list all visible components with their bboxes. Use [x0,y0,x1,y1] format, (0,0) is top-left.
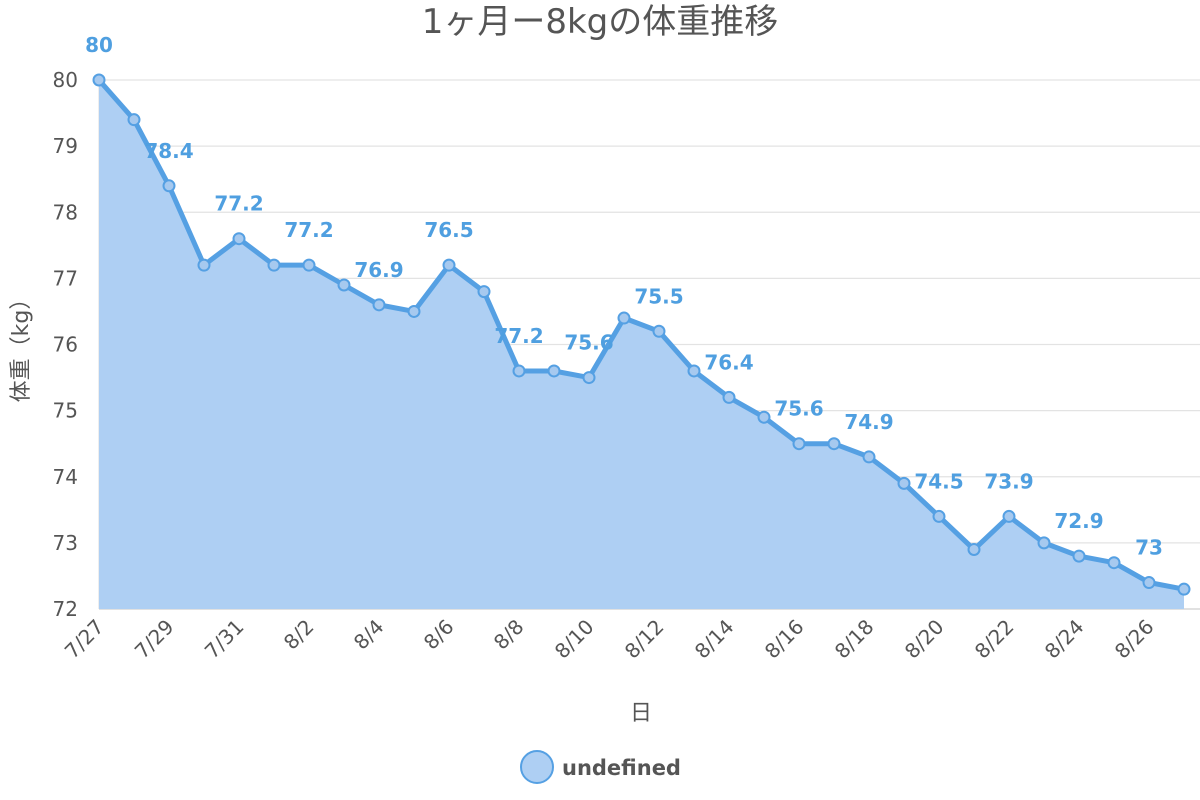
data-point[interactable] [652,324,666,338]
data-label: 76.5 [424,218,473,242]
data-point[interactable] [1107,556,1121,570]
data-point[interactable] [1002,509,1016,523]
y-tick-label: 78 [53,200,78,224]
data-label: 73.9 [984,469,1033,493]
series-points [92,73,1191,596]
data-point[interactable] [1177,582,1191,596]
data-label: 73 [1135,536,1163,560]
data-point[interactable] [162,179,176,193]
series-area [99,80,1184,609]
data-point[interactable] [827,437,841,451]
legend-marker [520,750,554,784]
y-tick-label: 77 [53,266,78,290]
data-label: 77.2 [494,324,543,348]
data-point[interactable] [302,258,316,272]
data-label: 74.5 [914,469,963,493]
data-point[interactable] [862,450,876,464]
x-tick-label: 8/6 [419,615,459,655]
legend-label: undefined [562,756,681,780]
x-tick-label: 7/29 [130,615,179,664]
x-tick-label: 8/22 [970,615,1019,664]
data-point[interactable] [512,364,526,378]
data-label: 78.4 [144,139,193,163]
data-point[interactable] [197,258,211,272]
y-tick-label: 74 [53,465,78,489]
data-point[interactable] [127,113,141,127]
data-point[interactable] [967,542,981,556]
chart-title: 1ヶ月ー8kgの体重推移 [422,2,779,42]
data-point[interactable] [477,285,491,299]
x-tick-label: 8/14 [690,615,739,664]
data-point[interactable] [582,371,596,385]
data-point[interactable] [722,390,736,404]
x-tick-label: 7/31 [200,615,249,664]
legend[interactable]: undefined [520,750,681,784]
x-axis-label: 日 [630,701,652,726]
data-point[interactable] [897,476,911,490]
y-tick-label: 75 [53,399,78,423]
data-point[interactable] [1037,536,1051,550]
x-tick-label: 8/24 [1040,615,1089,664]
y-tick-label: 79 [53,134,78,158]
x-tick-label: 8/18 [830,615,879,664]
x-tick-label: 8/16 [760,615,809,664]
data-label: 75.6 [564,331,613,355]
x-tick-label: 8/12 [620,615,669,664]
data-label: 77.2 [214,192,263,216]
x-tick-label: 8/26 [1110,615,1159,664]
x-tick-label: 8/20 [900,615,949,664]
data-label: 77.2 [284,218,333,242]
data-point[interactable] [1072,549,1086,563]
y-tick-label: 76 [53,333,78,357]
x-tick-label: 8/10 [550,615,599,664]
data-point[interactable] [337,278,351,292]
data-point[interactable] [372,298,386,312]
x-tick-label: 8/2 [279,615,319,655]
data-point[interactable] [757,410,771,424]
x-axis-ticks: 7/27 7/29 7/31 8/2 8/4 8/6 8/8 8/10 8/12 8/14 8/16… [60,615,1159,664]
data-point[interactable] [617,311,631,325]
data-label: 75.6 [774,397,823,421]
data-label: 72.9 [1054,509,1103,533]
data-label: 80 [85,33,113,57]
data-label: 76.4 [704,350,753,374]
data-label: 74.9 [844,410,893,434]
y-tick-label: 73 [53,531,78,555]
data-point[interactable] [232,232,246,246]
y-tick-label: 80 [53,68,78,92]
y-tick-label: 72 [53,597,78,621]
data-labels: 80 78.4 77.2 77.2 76.9 76.5 77.2 75.6 75.5 76.4 75… [85,33,1163,560]
data-point[interactable] [442,258,456,272]
y-axis-label: 体重（kg） [9,288,34,403]
data-point[interactable] [267,258,281,272]
x-tick-label: 8/4 [349,615,389,655]
data-point[interactable] [687,364,701,378]
data-point[interactable] [547,364,561,378]
data-point[interactable] [932,509,946,523]
data-label: 76.9 [354,258,403,282]
data-point[interactable] [92,73,106,87]
data-point[interactable] [792,437,806,451]
data-label: 75.5 [634,284,683,308]
x-tick-label: 7/27 [60,615,109,664]
x-tick-label: 8/8 [489,615,529,655]
data-point[interactable] [407,304,421,318]
y-axis-ticks: 72 73 74 75 76 77 78 79 80 [53,68,78,621]
data-point[interactable] [1142,576,1156,590]
